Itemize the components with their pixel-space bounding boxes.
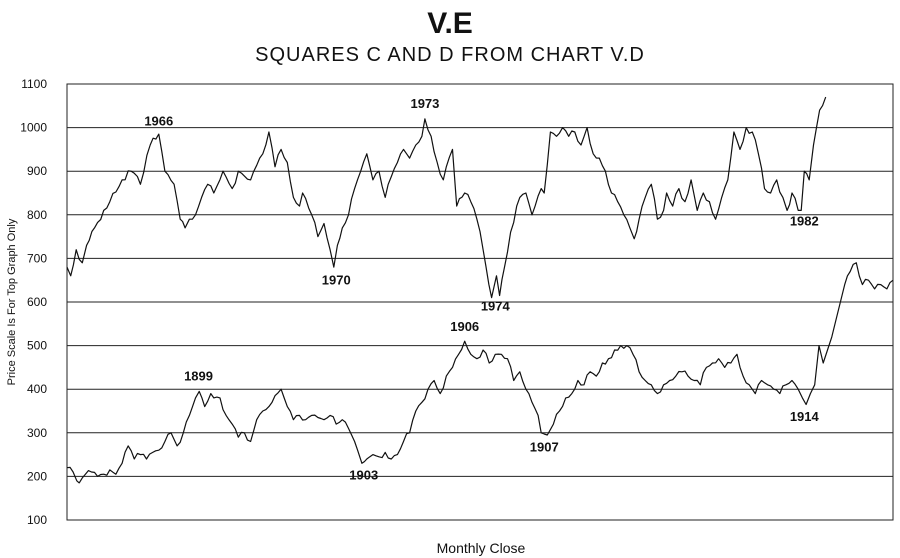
y-tick-label: 600 [27, 295, 47, 309]
y-tick-label: 400 [27, 382, 47, 396]
year-annotation: 1903 [349, 467, 378, 482]
y-tick-label: 900 [27, 164, 47, 178]
year-annotation: 1966 [144, 113, 173, 128]
year-annotation: 1982 [790, 214, 819, 229]
plot-frame [66, 83, 894, 521]
y-axis-ticks: 100 200 300 400 500 600 700 800 900 1000 1100 [20, 77, 47, 527]
chart-subtitle: SQUARES C AND D FROM CHART V.D [255, 44, 645, 66]
y-tick-label: 800 [27, 208, 47, 222]
annotations: 1966 1970 1973 1974 1982 1899 1903 1906 1907 1914 [144, 96, 819, 482]
y-tick-label: 200 [27, 469, 47, 483]
x-axis-label: Monthly Close [437, 540, 526, 556]
year-annotation: 1907 [530, 440, 559, 455]
y-axis-label: Price Scale Is For Top Graph Only [6, 218, 18, 385]
year-annotation: 1973 [410, 96, 439, 111]
y-tick-label: 100 [27, 513, 47, 527]
series-line-bottom [66, 262, 894, 484]
y-tick-label: 1100 [21, 77, 47, 91]
chart-title: V.E [427, 7, 473, 40]
year-annotation: 1914 [790, 409, 820, 424]
y-tick-label: 1000 [20, 121, 47, 135]
y-tick-label: 700 [27, 251, 47, 265]
year-annotation: 1974 [481, 299, 511, 314]
year-annotation: 1970 [322, 273, 351, 288]
y-tick-label: 300 [27, 426, 47, 440]
year-annotation: 1906 [450, 319, 479, 334]
year-annotation: 1899 [184, 368, 213, 383]
y-tick-label: 500 [27, 339, 47, 353]
series-line-top [66, 96, 827, 299]
series-lines [66, 96, 894, 484]
